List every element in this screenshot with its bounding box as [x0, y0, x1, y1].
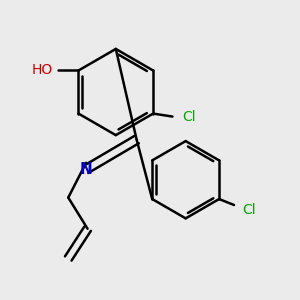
Text: N: N: [80, 162, 92, 177]
Text: HO: HO: [32, 64, 53, 77]
Text: Cl: Cl: [182, 110, 196, 124]
Text: Cl: Cl: [242, 203, 256, 217]
